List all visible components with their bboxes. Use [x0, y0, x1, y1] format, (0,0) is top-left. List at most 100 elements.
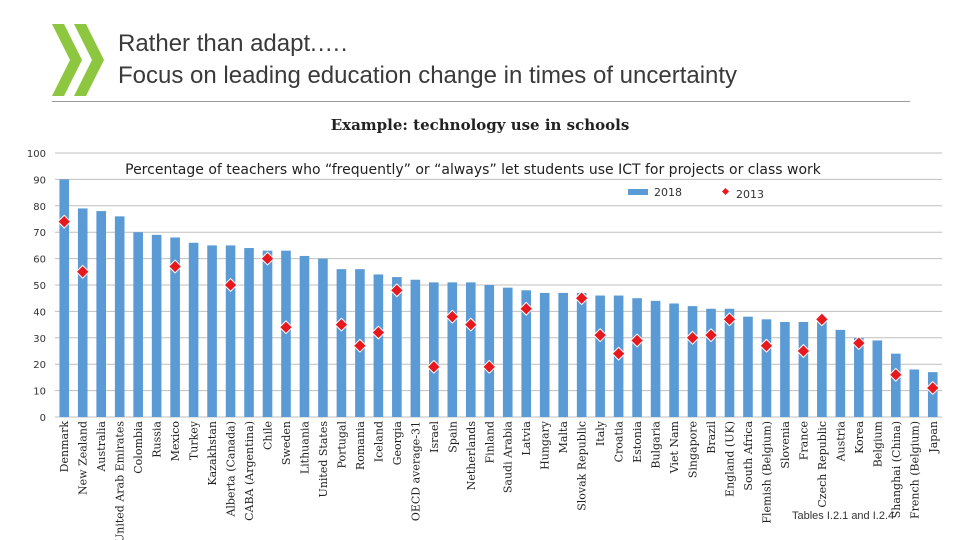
bar: [207, 245, 217, 417]
x-tick-label: Georgia: [391, 421, 404, 466]
bar: [872, 340, 883, 417]
bar: [539, 292, 550, 417]
bar: [761, 319, 772, 417]
bar: [521, 290, 532, 417]
bar: [798, 321, 809, 417]
bar: [410, 279, 421, 417]
x-tick-label: Hungary: [539, 420, 552, 470]
data-point-2013: [75, 264, 90, 279]
data-point-2013: [814, 312, 829, 327]
data-point-2013: [482, 359, 497, 374]
y-tick-label: 70: [33, 228, 46, 239]
x-tick-label: New Zealand: [77, 421, 90, 495]
x-tick-label: Israel: [428, 421, 441, 453]
data-point-2013: [722, 312, 737, 327]
legend-label-2018: 2018: [654, 186, 682, 199]
x-tick-label: Croatia: [613, 421, 626, 463]
source-footnote: Tables I.2.1 and I.2.4: [792, 510, 895, 522]
bar: [151, 234, 162, 417]
legend-swatch-2013: [721, 187, 730, 196]
bar: [502, 287, 513, 417]
x-tick-label: Austria: [834, 421, 847, 463]
example-label: Example: technology use in schools: [330, 116, 630, 134]
x-tick-label: CABA (Argentina): [243, 421, 256, 521]
bar: [706, 308, 716, 417]
data-point-2013: [168, 259, 183, 274]
bar: [392, 277, 402, 417]
bar: [299, 255, 310, 417]
bar: [262, 250, 273, 417]
x-tick-label: Mexico: [169, 421, 182, 462]
x-tick-label: Russia: [151, 421, 164, 458]
x-tick-label: Bulgaria: [650, 421, 663, 469]
data-point-2013: [334, 317, 349, 332]
data-point-2013: [851, 336, 866, 351]
data-point-2013: [278, 320, 294, 335]
data-point-2013: [574, 291, 589, 306]
y-tick-label: 100: [27, 149, 46, 160]
data-point-2013: [445, 309, 460, 324]
data-point-2013: [223, 277, 238, 293]
bar: [817, 321, 827, 417]
x-tick-label: Denmark: [58, 421, 71, 473]
x-tick-label: United States: [317, 421, 330, 498]
bar: [780, 321, 790, 417]
x-tick-label: Australia: [95, 421, 108, 473]
page-title-line-2: Focus on leading education change in tim…: [118, 62, 738, 89]
y-tick-label: 90: [33, 175, 46, 186]
data-point-2013: [426, 359, 441, 374]
x-tick-label: Estonia: [631, 421, 644, 463]
data-point-2013: [796, 343, 811, 359]
bar: [114, 216, 125, 417]
bar: [96, 211, 107, 417]
data-point-2013: [352, 338, 367, 353]
bar: [743, 316, 753, 417]
data-point-2013: [389, 283, 404, 298]
x-tick-label: Spain: [446, 421, 459, 453]
data-point-2013: [593, 328, 608, 343]
y-tick-label: 0: [40, 413, 46, 424]
y-tick-label: 30: [33, 334, 46, 345]
bar: [447, 282, 458, 417]
data-point-2013: [611, 346, 626, 361]
x-tick-label: South Africa: [742, 421, 755, 491]
bar: [225, 245, 236, 417]
x-tick-label: French (Belgium): [908, 421, 921, 519]
legend-swatch-2018: [628, 189, 648, 195]
bar: [854, 337, 864, 417]
x-tick-label: Shanghai (China): [890, 421, 903, 518]
data-point-2013: [759, 338, 774, 353]
bar: [595, 295, 605, 417]
x-tick-label: Czech Republic: [816, 421, 829, 508]
bar: [336, 269, 347, 417]
chart-legend: 2018 2013: [628, 186, 764, 201]
x-tick-label: Netherlands: [465, 421, 478, 491]
x-tick-label: Korea: [853, 421, 866, 454]
y-tick-label: 10: [33, 387, 46, 398]
bar: [373, 274, 384, 417]
bar: [835, 329, 846, 417]
bar: [669, 303, 679, 417]
bar: [650, 300, 661, 417]
data-point-2013: [703, 328, 719, 343]
y-tick-label: 80: [33, 202, 46, 213]
y-tick-label: 20: [33, 360, 46, 371]
x-tick-label: Romania: [354, 421, 367, 470]
chart-title: Percentage of teachers who “frequently” …: [125, 162, 822, 178]
x-tick-label: Japan: [927, 421, 940, 454]
y-tick-label: 50: [33, 281, 46, 292]
bar: [465, 282, 476, 417]
x-tick-label: Singapore: [687, 421, 700, 478]
x-tick-label: France: [797, 421, 810, 460]
bar: [318, 258, 328, 417]
data-point-2013: [925, 380, 940, 396]
bar: [687, 306, 698, 417]
bar: [77, 208, 88, 417]
x-tick-label: Belgium: [871, 420, 884, 467]
x-tick-label: Malta: [557, 421, 570, 454]
x-tick-label: Slovenia: [779, 421, 792, 469]
x-tick-label: Sweden: [280, 421, 293, 465]
bar: [133, 232, 143, 417]
data-point-2013: [685, 330, 700, 345]
